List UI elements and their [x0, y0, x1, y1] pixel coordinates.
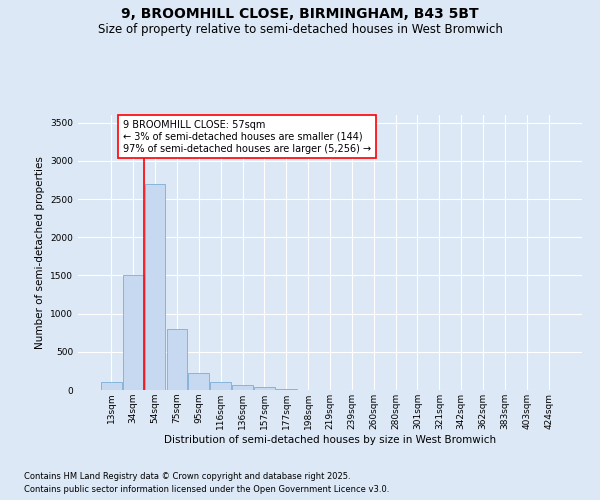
- Bar: [232, 386, 253, 390]
- Bar: [167, 329, 187, 390]
- X-axis label: Distribution of semi-detached houses by size in West Bromwich: Distribution of semi-detached houses by …: [164, 434, 496, 444]
- Bar: [101, 382, 122, 390]
- Y-axis label: Number of semi-detached properties: Number of semi-detached properties: [35, 156, 44, 349]
- Bar: [123, 276, 143, 390]
- Bar: [254, 387, 275, 390]
- Bar: [210, 382, 231, 390]
- Text: Contains HM Land Registry data © Crown copyright and database right 2025.: Contains HM Land Registry data © Crown c…: [24, 472, 350, 481]
- Bar: [188, 373, 209, 390]
- Bar: [145, 184, 166, 390]
- Text: Size of property relative to semi-detached houses in West Bromwich: Size of property relative to semi-detach…: [98, 22, 502, 36]
- Bar: [276, 389, 296, 390]
- Text: 9, BROOMHILL CLOSE, BIRMINGHAM, B43 5BT: 9, BROOMHILL CLOSE, BIRMINGHAM, B43 5BT: [121, 8, 479, 22]
- Text: Contains public sector information licensed under the Open Government Licence v3: Contains public sector information licen…: [24, 485, 389, 494]
- Text: 9 BROOMHILL CLOSE: 57sqm
← 3% of semi-detached houses are smaller (144)
97% of s: 9 BROOMHILL CLOSE: 57sqm ← 3% of semi-de…: [122, 120, 371, 154]
